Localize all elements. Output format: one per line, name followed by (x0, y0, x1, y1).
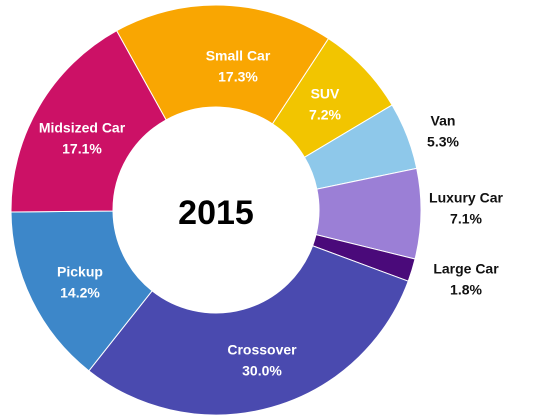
slice-label: Small Car (206, 48, 271, 64)
slice-value-label: 5.3% (427, 134, 459, 150)
donut-slice (88, 245, 409, 416)
slice-value-label: 30.0% (242, 363, 282, 379)
slice-label: Pickup (57, 264, 103, 280)
slice-value-label: 14.2% (60, 285, 100, 301)
donut-slice (10, 210, 153, 372)
slice-label: Crossover (227, 342, 297, 358)
donut-slice (10, 30, 167, 213)
slice-label: Van (431, 113, 456, 129)
slice-value-label: 17.1% (62, 141, 102, 157)
slice-value-label: 7.1% (450, 211, 482, 227)
slice-label: SUV (311, 86, 340, 102)
slice-value-label: 7.2% (309, 107, 341, 123)
slice-label: Luxury Car (429, 190, 503, 206)
slice-value-label: 17.3% (218, 69, 258, 85)
donut-slice (115, 4, 330, 125)
slice-label: Midsized Car (39, 120, 126, 136)
slice-value-label: 1.8% (450, 282, 482, 298)
slice-label: Large Car (433, 261, 499, 277)
center-text: 2015 (178, 194, 254, 232)
